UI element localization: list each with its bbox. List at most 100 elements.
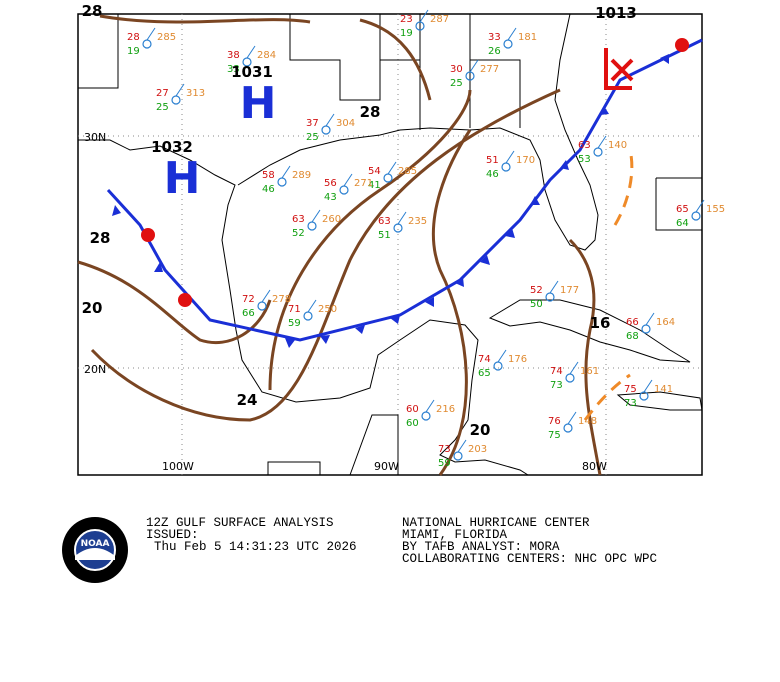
station-dewpoint: 33 — [227, 64, 240, 75]
station-pressure: 161 — [580, 366, 599, 377]
station: 37 25 304 — [306, 113, 355, 143]
station: 38 33 284 — [227, 45, 276, 75]
station-temp: 74 — [550, 366, 563, 377]
noaa-logo: NOAA — [62, 517, 128, 583]
station-temp: 76 — [548, 416, 561, 427]
map-frame — [77, 13, 703, 476]
station-temp: 23 — [400, 14, 413, 25]
station-temp: 37 — [306, 118, 319, 129]
station-dewpoint: 26 — [488, 46, 501, 57]
station-dewpoint: 25 — [306, 132, 319, 143]
wind-barb — [387, 161, 397, 175]
station: 72 66 278 — [242, 289, 291, 319]
station-dewpoint: 59 — [438, 458, 451, 469]
station-pressure: 155 — [706, 204, 725, 215]
station: 54 41 285 — [368, 161, 417, 191]
wind-barb — [261, 289, 271, 303]
station-dewpoint: 65 — [478, 368, 491, 379]
station-dewpoint: 68 — [626, 331, 639, 342]
station-dewpoint: 60 — [406, 418, 419, 429]
wind-barb — [397, 211, 407, 225]
station-dewpoint: 51 — [378, 230, 391, 241]
wind-barb — [343, 173, 353, 187]
station-temp: 63 — [378, 216, 391, 227]
station-pressure: 313 — [186, 88, 205, 99]
wind-barb — [549, 280, 559, 294]
troughs — [583, 149, 634, 421]
station-temp: 33 — [488, 32, 501, 43]
isobar-label: 24 — [237, 391, 258, 409]
station-pressure: 140 — [608, 140, 627, 151]
station-dewpoint: 25 — [156, 102, 169, 113]
wind-barb — [246, 45, 256, 59]
station-pressure: 170 — [516, 155, 535, 166]
isobar-label: 20 — [82, 299, 103, 317]
station: 23 19 287 — [400, 9, 449, 39]
wind-barb — [325, 113, 335, 127]
station: 28 19 285 — [127, 27, 176, 57]
cold-front — [106, 38, 703, 348]
station-temp: 65 — [676, 204, 689, 215]
station: 65 64 155 — [676, 199, 725, 229]
station-pressure: 176 — [508, 354, 527, 365]
station: 30 25 277 — [450, 59, 499, 89]
wind-barb — [175, 83, 185, 97]
station-dewpoint: 53 — [578, 154, 591, 165]
isobar-label: 16 — [590, 314, 611, 332]
wind-barb — [497, 349, 507, 363]
low-symbol — [604, 48, 634, 90]
station-pressure: 284 — [257, 50, 276, 61]
station-temp: 60 — [406, 404, 419, 415]
isobar-label: 20 — [470, 421, 491, 439]
station: 56 43 271 — [324, 173, 373, 203]
station-temp: 75 — [624, 384, 637, 395]
high-symbol: H — [240, 78, 277, 129]
footer-right: MIAMI, FLORIDA — [402, 528, 508, 542]
high-pressure: 1031 — [231, 63, 273, 81]
station: 71 59 250 — [288, 299, 337, 329]
station-pressure: 181 — [518, 32, 537, 43]
station: 63 51 235 — [378, 211, 427, 241]
grid-label: 30N — [84, 131, 106, 144]
station: 33 26 181 — [488, 27, 537, 57]
station-pressure: 141 — [654, 384, 673, 395]
station-dewpoint: 50 — [530, 299, 543, 310]
station-dewpoint: 46 — [262, 184, 275, 195]
station-temp: 63 — [292, 214, 305, 225]
station-pressure: 271 — [354, 178, 373, 189]
high-symbol: H — [164, 153, 201, 204]
wind-barb — [281, 165, 291, 179]
station: 27 25 313 — [156, 83, 205, 113]
station-temp: 38 — [227, 50, 240, 61]
station-dewpoint: 25 — [450, 78, 463, 89]
station-pressure: 148 — [578, 416, 597, 427]
logo-text: NOAA — [81, 539, 110, 549]
station-pressure: 285 — [157, 32, 176, 43]
station-temp: 30 — [450, 64, 463, 75]
station: 63 53 140 — [578, 135, 627, 165]
station-pressure: 289 — [292, 170, 311, 181]
low-pressure: 1013 — [595, 4, 637, 22]
station: 75 73 141 — [624, 379, 673, 409]
station-dewpoint: 46 — [486, 169, 499, 180]
wind-barb — [507, 27, 517, 41]
station-dewpoint: 64 — [676, 218, 689, 229]
station-dewpoint: 73 — [550, 380, 563, 391]
station-dewpoint: 73 — [624, 398, 637, 409]
isobar-label: 28 — [360, 103, 381, 121]
wind-barb — [311, 209, 321, 223]
graticule — [78, 14, 702, 475]
station-pressure: 278 — [272, 294, 291, 305]
wind-barb — [307, 299, 317, 313]
footer-right: COLLABORATING CENTERS: NHC OPC WPC — [402, 552, 657, 566]
station-pressure: 260 — [322, 214, 341, 225]
footer-left: Thu Feb 5 14:31:23 UTC 2026 — [154, 540, 357, 554]
station-pressure: 285 — [398, 166, 417, 177]
grid-label: 100W — [162, 460, 194, 473]
station-dewpoint: 19 — [127, 46, 140, 57]
wind-barb — [567, 411, 577, 425]
station: 66 68 164 — [626, 312, 675, 342]
station: 63 52 260 — [292, 209, 341, 239]
